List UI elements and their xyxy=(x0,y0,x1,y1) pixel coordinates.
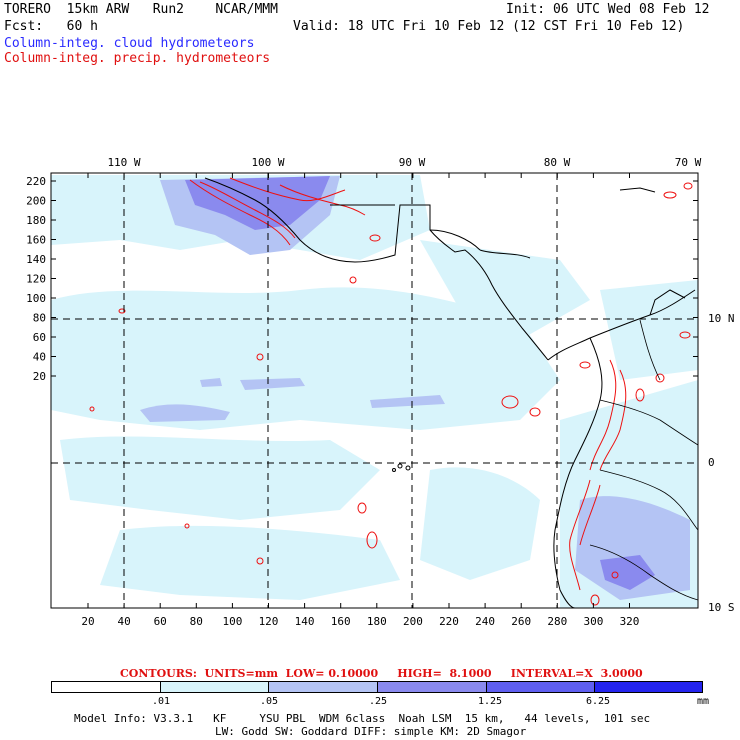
legend-label: .01 xyxy=(152,696,170,707)
legend-swatch xyxy=(51,681,161,693)
lon-label: 110 W xyxy=(107,156,140,169)
legend-swatch xyxy=(594,681,703,693)
x-tick-label: 40 xyxy=(117,615,130,628)
x-tick-label: 320 xyxy=(620,615,640,628)
x-tick-label: 300 xyxy=(583,615,603,628)
legend-swatch xyxy=(486,681,595,693)
legend-swatch xyxy=(160,681,269,693)
x-tick-label: 280 xyxy=(547,615,567,628)
legend-label: .05 xyxy=(260,696,278,707)
x-tick-label: 240 xyxy=(475,615,495,628)
y-tick-label: 180 xyxy=(26,214,46,227)
x-tick-label: 100 xyxy=(222,615,242,628)
y-tick-label: 60 xyxy=(33,331,46,344)
y-tick-label: 120 xyxy=(26,273,46,286)
contour-info: CONTOURS: UNITS=mm LOW= 0.10000 HIGH= 8.… xyxy=(120,667,643,680)
x-tick-label: 160 xyxy=(331,615,351,628)
y-tick-label: 220 xyxy=(26,175,46,188)
y-tick-label: 200 xyxy=(26,195,46,208)
lat-label: 0 xyxy=(708,456,715,469)
x-tick-label: 60 xyxy=(154,615,167,628)
x-tick-label: 180 xyxy=(367,615,387,628)
y-tick-label: 40 xyxy=(33,351,46,364)
y-tick-label: 140 xyxy=(26,253,46,266)
legend-swatch xyxy=(268,681,378,693)
y-tick-label: 100 xyxy=(26,292,46,305)
x-tick-label: 140 xyxy=(295,615,315,628)
x-tick-label: 220 xyxy=(439,615,459,628)
legend-label: 1.25 xyxy=(478,696,502,707)
model-info: Model Info: V3.3.1 KF YSU PBL WDM 6class… xyxy=(74,713,650,725)
legend-label: 6.25 xyxy=(586,696,610,707)
legend-swatch xyxy=(377,681,487,693)
lon-label: 100 W xyxy=(251,156,284,169)
legend-unit: mm xyxy=(697,696,709,707)
lat-label: 10 S xyxy=(708,601,735,614)
x-tick-label: 20 xyxy=(81,615,94,628)
y-tick-label: 20 xyxy=(33,370,46,383)
x-tick-label: 80 xyxy=(190,615,203,628)
legend-label: .25 xyxy=(369,696,387,707)
lon-label: 70 W xyxy=(675,156,702,169)
y-tick-label: 80 xyxy=(33,312,46,325)
lon-label: 80 W xyxy=(544,156,571,169)
lat-label: 10 N xyxy=(708,312,735,325)
x-tick-label: 260 xyxy=(511,615,531,628)
physics-info: LW: Godd SW: Goddard DIFF: simple KM: 2D… xyxy=(215,726,526,738)
y-tick-label: 160 xyxy=(26,234,46,247)
x-tick-label: 120 xyxy=(259,615,279,628)
x-tick-label: 200 xyxy=(403,615,423,628)
lon-label: 90 W xyxy=(399,156,426,169)
